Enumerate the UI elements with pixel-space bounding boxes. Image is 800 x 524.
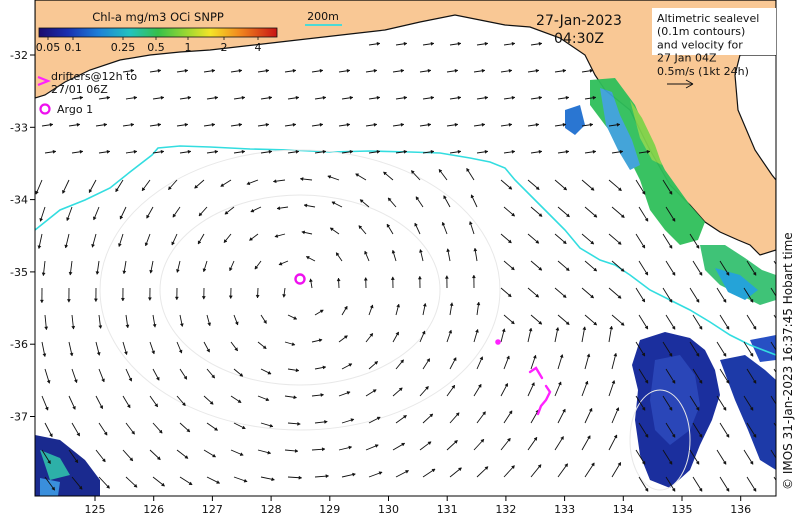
velocity-legend-line: 0.5m/s (1kt 24h): [657, 65, 749, 78]
map-date: 27-Jan-2023: [536, 13, 622, 29]
lon-tick-label: 128: [261, 503, 282, 516]
lon-tick-label: 130: [378, 503, 399, 516]
isobath-label: 200m: [307, 10, 339, 23]
lat-tick-label: -32: [10, 49, 28, 62]
velocity-legend-line: Altimetric sealevel: [657, 12, 759, 25]
argo-legend-label: Argo 1: [57, 103, 93, 116]
colorbar-tick-label: 0.25: [111, 41, 136, 54]
colorbar-tick-label: 4: [255, 41, 262, 54]
colorbar-tick-label: 0.05: [36, 41, 61, 54]
lon-tick-label: 136: [730, 503, 751, 516]
velocity-arrow-head: [777, 299, 780, 302]
drifter-legend-line1: drifters@12h to: [51, 70, 137, 83]
lat-tick-label: -33: [10, 121, 28, 134]
colorbar-gradient: [39, 28, 277, 37]
velocity-arrow-head: [777, 461, 780, 464]
lat-tick-label: -37: [10, 411, 28, 424]
lon-tick-label: 132: [495, 503, 516, 516]
map-time: 04:30Z: [554, 31, 604, 47]
colorbar-tick-label: 1: [185, 41, 192, 54]
lon-tick-label: 127: [202, 503, 223, 516]
colorbar-tick-label: 0.1: [64, 41, 82, 54]
lon-tick-label: 135: [672, 503, 693, 516]
lat-tick-label: -34: [10, 194, 28, 207]
lon-tick-label: 126: [143, 503, 164, 516]
latitude-axis: -32 -33 -34 -35 -36 -37: [10, 49, 35, 424]
lon-tick-label: 133: [554, 503, 575, 516]
lon-tick-label: 134: [613, 503, 634, 516]
drifter-legend-line2: 27/01 06Z: [51, 83, 108, 96]
longitude-axis: 125 126 127 128 129 130 131 132 133 134 135 136: [85, 496, 752, 516]
lat-tick-label: -35: [10, 266, 28, 279]
lon-tick-label: 125: [85, 503, 106, 516]
velocity-legend-line: 27 Jan 04Z: [657, 52, 717, 65]
lon-tick-label: 129: [319, 503, 340, 516]
velocity-arrow-head: [777, 353, 780, 356]
velocity-legend-line: (0.1m contours): [657, 25, 745, 38]
side-credit: © IMOS 31-Jan-2023 16:37:45 Hobart time: [781, 232, 795, 490]
colorbar-tick-label: 2: [221, 41, 228, 54]
velocity-arrow-head: [777, 407, 780, 410]
isobath-legend: 200m: [305, 10, 342, 25]
colorbar-tick-label: 0.5: [147, 41, 165, 54]
lon-tick-label: 131: [437, 503, 458, 516]
colorbar-title: Chl-a mg/m3 OCi SNPP: [92, 10, 224, 24]
velocity-legend-line: and velocity for: [657, 38, 743, 51]
lat-tick-label: -36: [10, 338, 28, 351]
